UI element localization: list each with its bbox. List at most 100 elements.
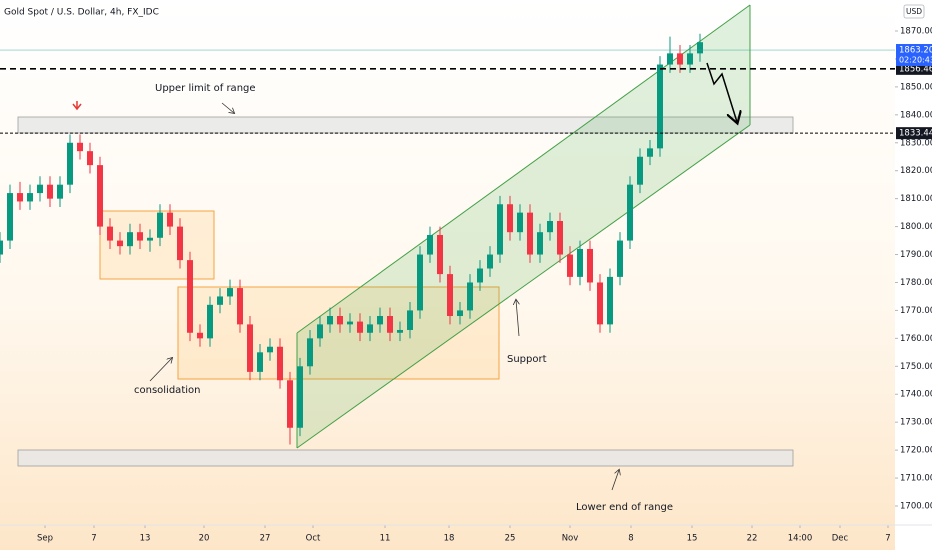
candle-body bbox=[307, 338, 313, 367]
candle-body bbox=[187, 260, 193, 333]
candle-body bbox=[327, 316, 333, 325]
lower-range-box bbox=[17, 449, 794, 467]
y-tick-label: 1790.00 bbox=[900, 250, 932, 260]
x-tick-label: Sep bbox=[37, 534, 53, 544]
y-tick-label: 1840.00 bbox=[900, 110, 932, 120]
price-axis bbox=[895, 0, 932, 550]
candle-body bbox=[487, 254, 493, 269]
candle-body bbox=[567, 254, 573, 277]
x-tick-label: 13 bbox=[140, 534, 151, 544]
y-tick-label: 1820.00 bbox=[900, 166, 932, 176]
candle-body bbox=[57, 184, 63, 199]
candle-body bbox=[457, 310, 463, 317]
candle-body bbox=[517, 212, 523, 233]
candle-body bbox=[217, 296, 223, 305]
chart-title: Gold Spot / U.S. Dollar, 4h, FX_IDC bbox=[4, 8, 159, 18]
candle-body bbox=[437, 234, 443, 275]
arrow bbox=[611, 470, 619, 491]
countdown-label: 02:20:43 bbox=[899, 56, 932, 65]
candle-body bbox=[207, 304, 213, 339]
x-tick-label: 25 bbox=[505, 534, 516, 544]
candle-body bbox=[197, 332, 203, 339]
x-tick-label: 7 bbox=[885, 534, 890, 544]
candle-body bbox=[117, 240, 123, 247]
candle-body bbox=[7, 193, 13, 241]
annotation: Support bbox=[507, 354, 547, 365]
level-label: 1856.46 bbox=[899, 64, 932, 74]
candle-body bbox=[537, 232, 543, 255]
candle-body bbox=[37, 184, 43, 194]
candle-body bbox=[647, 148, 653, 157]
candle-body bbox=[527, 212, 533, 255]
x-tick-label: 8 bbox=[628, 534, 633, 544]
level-label: 1833.44 bbox=[899, 129, 932, 139]
arrow bbox=[516, 300, 519, 337]
candle-body bbox=[287, 380, 293, 428]
y-tick-label: 1710.00 bbox=[900, 474, 932, 484]
x-tick-label: 15 bbox=[687, 534, 698, 544]
candle-body bbox=[177, 226, 183, 261]
candle-body bbox=[147, 237, 153, 241]
consolidation-box bbox=[177, 286, 500, 380]
candle-body bbox=[607, 276, 613, 325]
candle-body bbox=[97, 165, 103, 227]
projection-arrow bbox=[706, 62, 737, 122]
candles bbox=[0, 33, 703, 445]
candle-body bbox=[77, 142, 83, 152]
candle-body bbox=[137, 232, 143, 241]
candle-body bbox=[87, 151, 93, 166]
candle-body bbox=[127, 232, 133, 247]
x-tick-label: Nov bbox=[562, 534, 579, 544]
y-tick-label: 1720.00 bbox=[900, 446, 932, 456]
candle-body bbox=[477, 268, 483, 283]
candle-body bbox=[627, 184, 633, 241]
x-tick-label: Oct bbox=[306, 534, 321, 544]
red-arrow bbox=[72, 101, 82, 111]
candle-body bbox=[237, 288, 243, 325]
candle-body bbox=[507, 204, 513, 233]
candle-body bbox=[247, 324, 253, 372]
candle-body bbox=[0, 240, 3, 255]
candle-body bbox=[677, 53, 683, 65]
y-tick-label: 1750.00 bbox=[900, 362, 932, 372]
currency-box bbox=[903, 4, 925, 19]
candle-body bbox=[227, 288, 233, 297]
x-tick-label: 27 bbox=[260, 534, 271, 544]
candle-body bbox=[257, 352, 263, 372]
candle-body bbox=[497, 204, 503, 255]
candle-body bbox=[347, 321, 353, 325]
candle-body bbox=[387, 316, 393, 333]
candle-body bbox=[397, 329, 403, 333]
candle-body bbox=[47, 184, 53, 199]
candle-body bbox=[657, 64, 663, 149]
candle-body bbox=[337, 316, 343, 325]
y-tick-label: 1870.00 bbox=[900, 27, 932, 37]
candle-body bbox=[427, 234, 433, 255]
candle-body bbox=[107, 226, 113, 241]
arrow bbox=[149, 358, 172, 382]
candle-body bbox=[317, 324, 323, 339]
candle-body bbox=[637, 156, 643, 185]
x-tick-label: Dec bbox=[832, 534, 849, 544]
candle-body bbox=[167, 212, 173, 227]
candle-body bbox=[157, 212, 163, 238]
candle-body bbox=[367, 324, 373, 333]
last-price-box bbox=[896, 44, 932, 67]
arrow bbox=[221, 102, 234, 113]
candle-body bbox=[67, 142, 73, 185]
candle-body bbox=[467, 282, 473, 311]
candle-body bbox=[697, 42, 703, 54]
candle-body bbox=[377, 316, 383, 325]
y-tick-label: 1780.00 bbox=[900, 278, 932, 288]
y-tick-label: 1800.00 bbox=[900, 222, 932, 232]
x-tick-label: 14:00 bbox=[788, 534, 813, 544]
y-tick-label: 1770.00 bbox=[900, 306, 932, 316]
last-price-label: 1863.20 bbox=[899, 46, 932, 56]
x-tick-label: 7 bbox=[91, 534, 96, 544]
candle-body bbox=[17, 193, 23, 202]
candle-body bbox=[597, 282, 603, 325]
candle-body bbox=[267, 346, 273, 353]
level-label-box bbox=[896, 127, 932, 140]
